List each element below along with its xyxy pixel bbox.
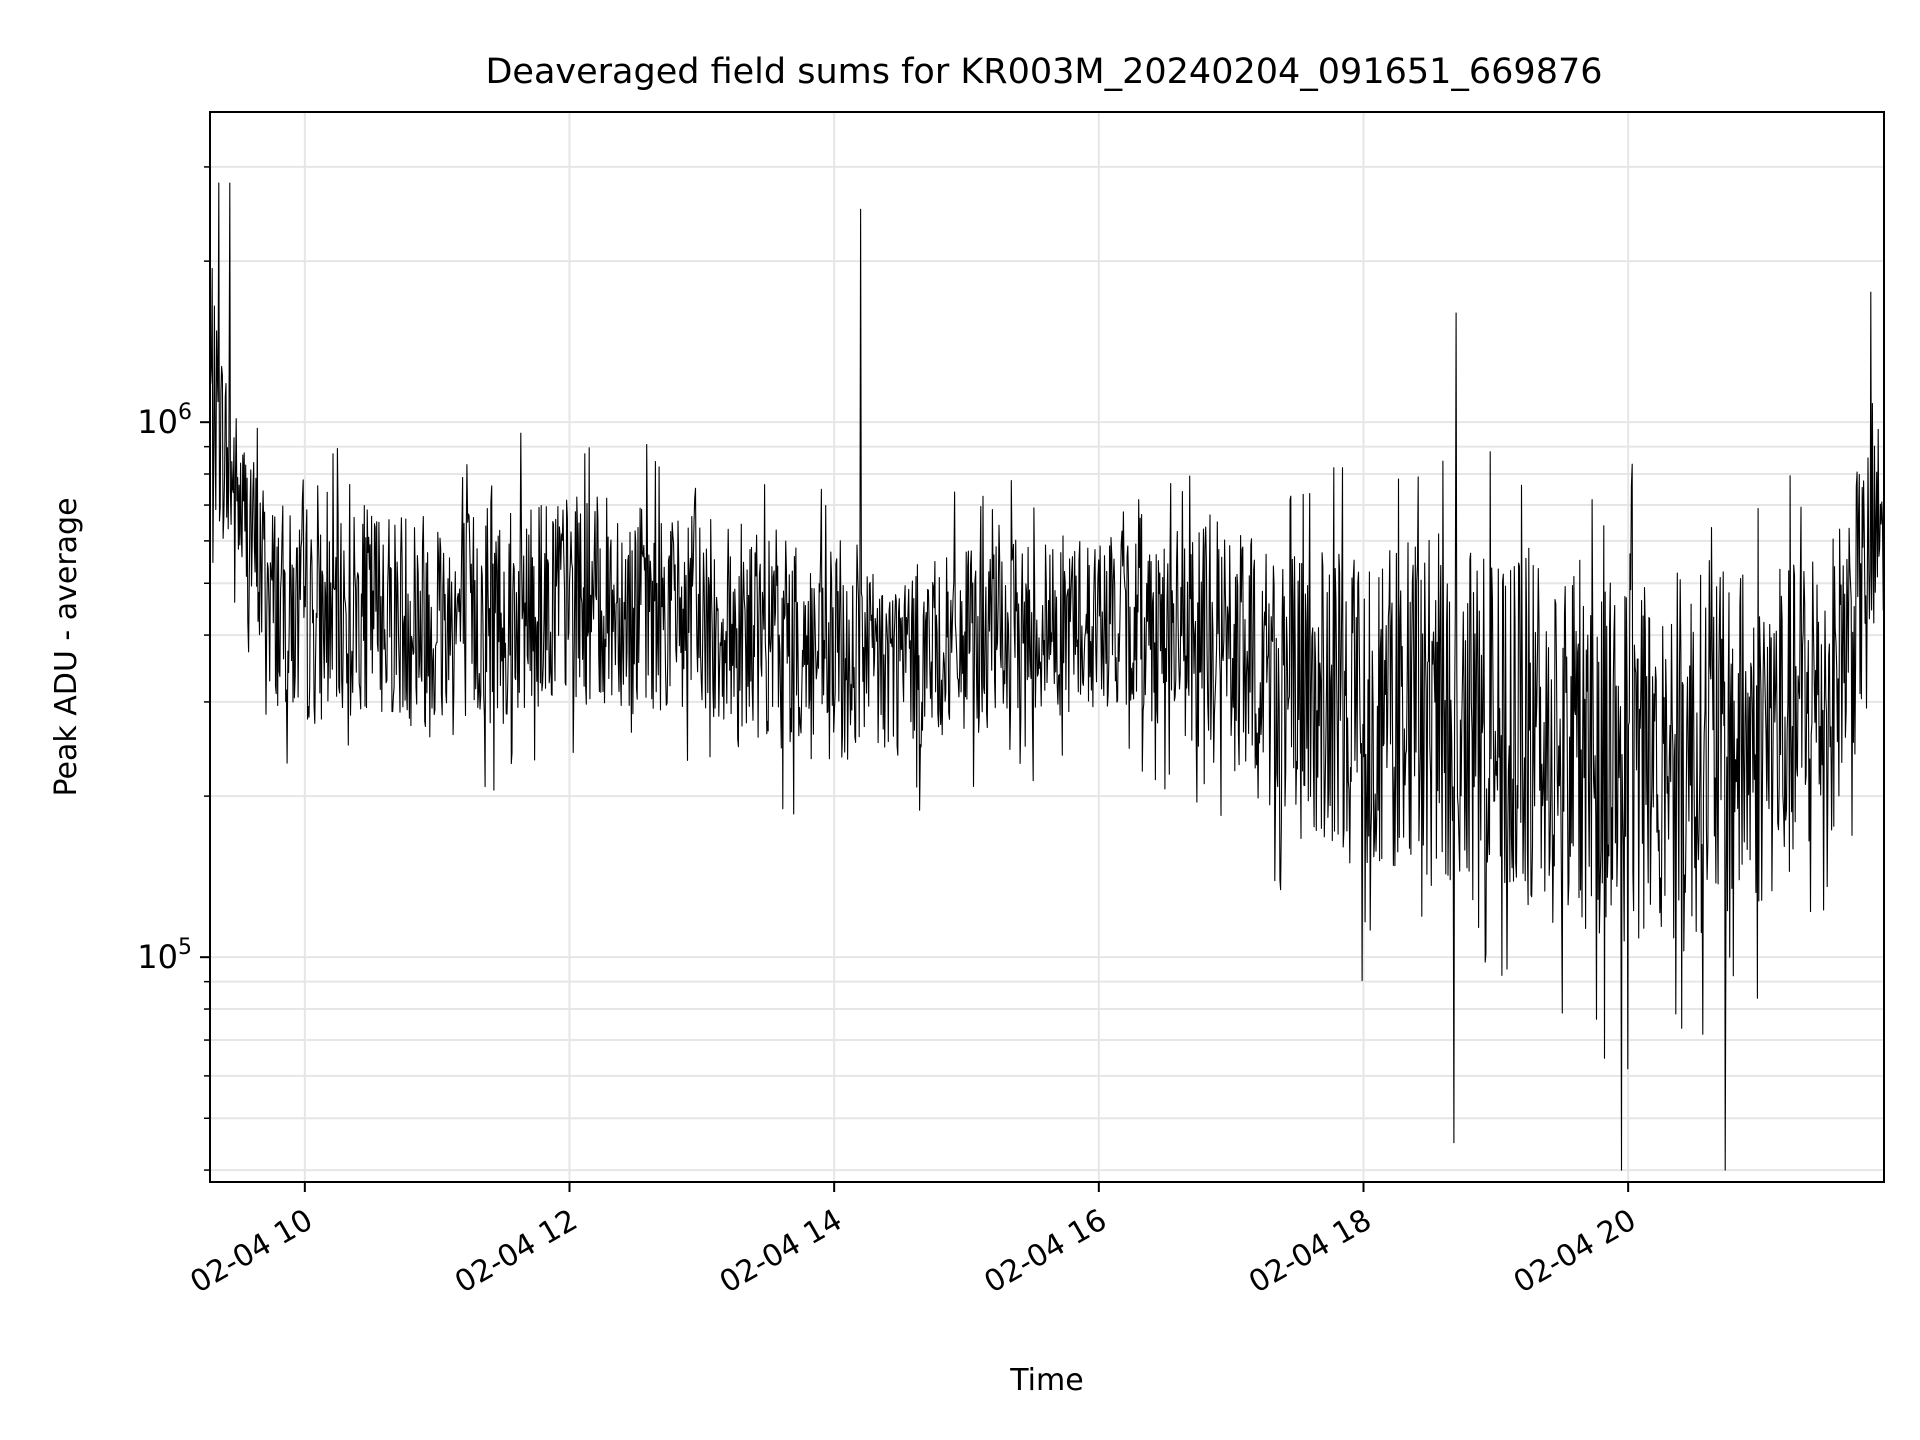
series-line: [210, 182, 1884, 1171]
chart-title: Deaveraged field sums for KR003M_2024020…: [485, 52, 1602, 92]
plot-frame: [209, 111, 1885, 1183]
y-tick-label: 105: [137, 935, 192, 976]
x-axis-label: Time: [1009, 1363, 1083, 1398]
y-axis-label: Peak ADU - average: [49, 497, 84, 796]
y-axis: 105 106: [137, 166, 210, 1171]
plot-area: [210, 182, 1884, 1171]
y-tick-label: 106: [137, 400, 192, 441]
